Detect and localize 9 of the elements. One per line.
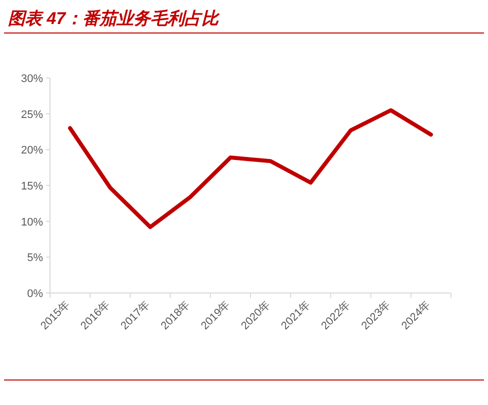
y-tick-label: 30% — [20, 73, 44, 85]
y-tick-label: 20% — [20, 144, 44, 157]
y-tick-label: 5% — [27, 252, 44, 264]
chart-title: 图表 47：番茄业务毛利占比 — [8, 9, 221, 28]
y-tick-label: 15% — [20, 180, 44, 192]
y-tick-label: 10% — [20, 216, 44, 228]
y-tick-label: 0% — [27, 288, 44, 300]
y-tick-label: 25% — [20, 108, 44, 121]
line-series — [68, 108, 433, 230]
